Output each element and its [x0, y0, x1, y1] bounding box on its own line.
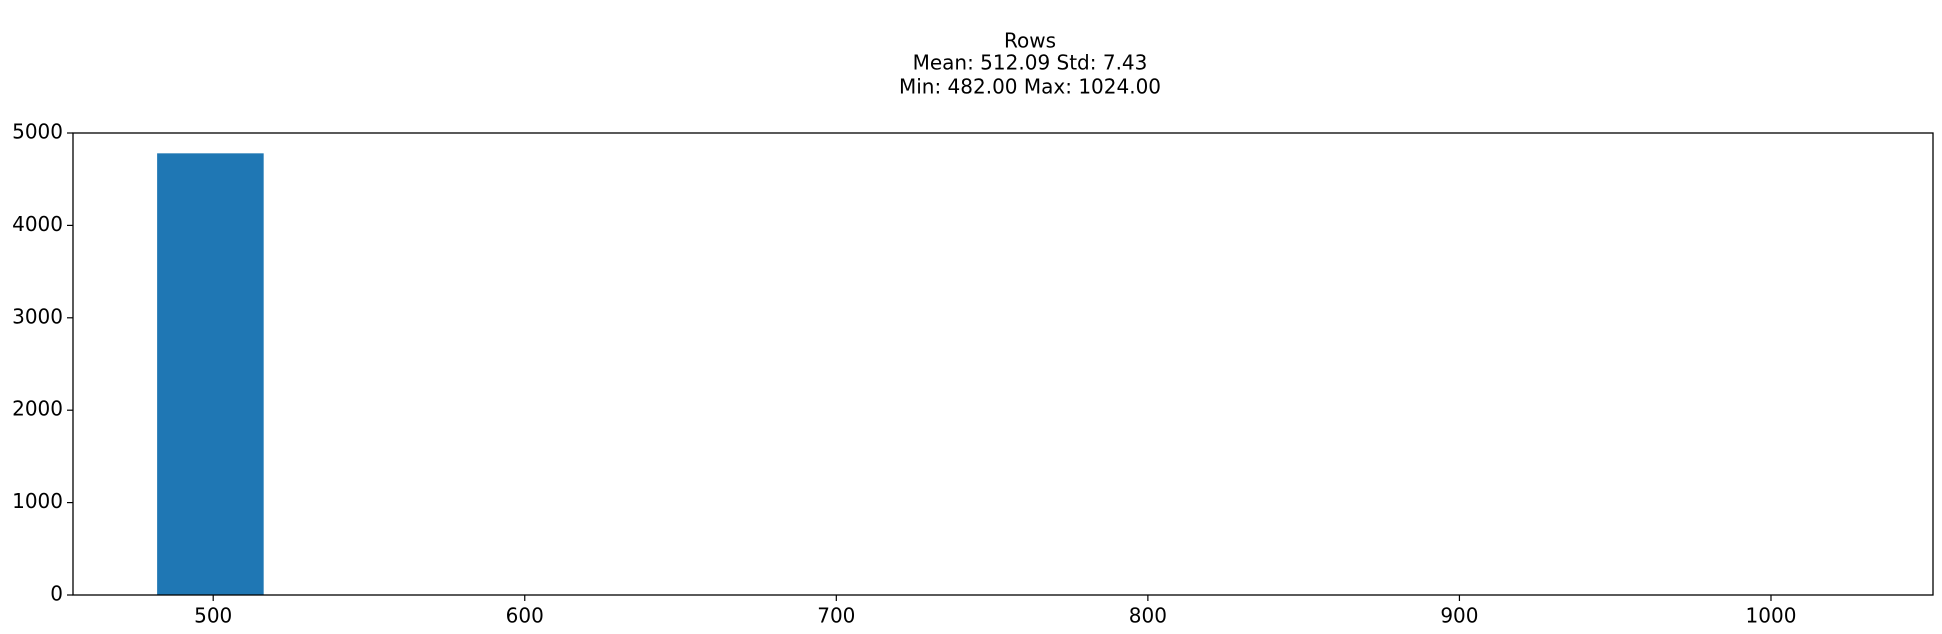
x-tick-label-3: 800 [1129, 604, 1167, 628]
histogram-bar-0 [157, 153, 264, 595]
y-axis: 0 1000 2000 3000 4000 5000 [12, 120, 73, 606]
y-tick-label-3: 3000 [12, 304, 63, 328]
y-tick-label-5: 5000 [12, 120, 63, 144]
y-tick-label-1: 1000 [12, 489, 63, 513]
plot-frame [72, 132, 1934, 596]
x-tick-label-5: 1000 [1746, 604, 1797, 628]
x-axis: 500 600 700 800 900 1000 [194, 595, 1796, 628]
y-tick-label-2: 2000 [12, 397, 63, 421]
chart-title-line-1: Rows [1004, 29, 1056, 53]
x-tick-label-0: 500 [194, 604, 232, 628]
x-tick-label-1: 600 [506, 604, 544, 628]
chart-title-line-2: Mean: 512.09 Std: 7.43 [913, 51, 1148, 75]
y-tick-label-0: 0 [50, 582, 63, 606]
chart-title-line-3: Min: 482.00 Max: 1024.00 [899, 75, 1161, 99]
x-tick-label-4: 900 [1440, 604, 1478, 628]
histogram-bars [157, 153, 1846, 595]
chart-title: Rows Mean: 512.09 Std: 7.43 Min: 482.00 … [899, 29, 1161, 99]
x-tick-label-2: 700 [817, 604, 855, 628]
y-tick-label-4: 4000 [12, 212, 63, 236]
